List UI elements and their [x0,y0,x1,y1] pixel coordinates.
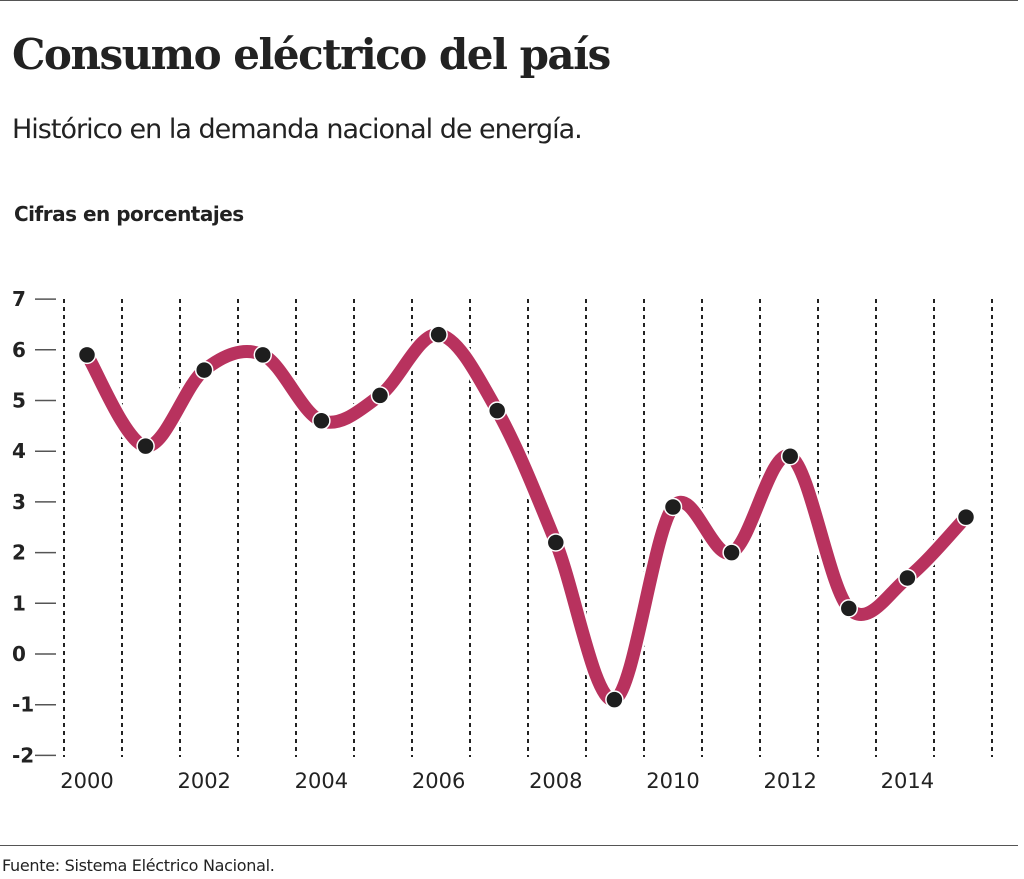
units-label: Cifras en porcentajes [14,202,244,226]
y-tick-label: -1 [12,693,34,717]
data-point [546,533,566,552]
series-line [80,328,973,707]
x-tick-label: 2014 [881,769,934,793]
y-tick-label: 2 [12,541,26,565]
data-point [722,543,741,562]
data-point [956,507,976,527]
y-tick-label: 0 [12,642,26,666]
data-point [780,447,800,466]
x-tick-label: 2010 [646,769,699,793]
source-note: Fuente: Sistema Eléctrico Nacional. [2,856,275,875]
y-tick-label: 3 [12,490,26,514]
data-point [370,386,390,405]
series-line-halo [78,325,975,709]
data-point [77,345,97,365]
data-point [898,568,917,588]
data-point [253,345,273,365]
y-tick-label: 1 [12,591,26,615]
y-tick-label: 7 [12,287,26,311]
x-tick-label: 2006 [412,769,465,793]
x-tick-label: 2004 [295,769,348,793]
data-point [312,411,331,431]
data-point [136,436,155,456]
data-point [429,325,448,344]
y-tick-label: 6 [12,338,26,362]
bottom-rule [0,845,1018,846]
y-tick-label: 5 [12,389,26,413]
x-tick-label: 2002 [177,769,230,793]
data-point [663,497,683,517]
chart-title: Consumo eléctrico del país [12,30,611,79]
data-point [194,360,214,380]
y-tick-label: 4 [12,439,26,463]
x-tick-label: 2008 [529,769,582,793]
y-tick-label: -2 [12,743,34,767]
top-rule [0,0,1018,1]
data-point [839,599,859,618]
chart-subtitle: Histórico en la demanda nacional de ener… [12,114,583,145]
x-tick-label: 2000 [60,769,113,793]
data-point [487,401,507,420]
data-point [605,690,624,709]
x-tick-label: 2012 [763,769,816,793]
